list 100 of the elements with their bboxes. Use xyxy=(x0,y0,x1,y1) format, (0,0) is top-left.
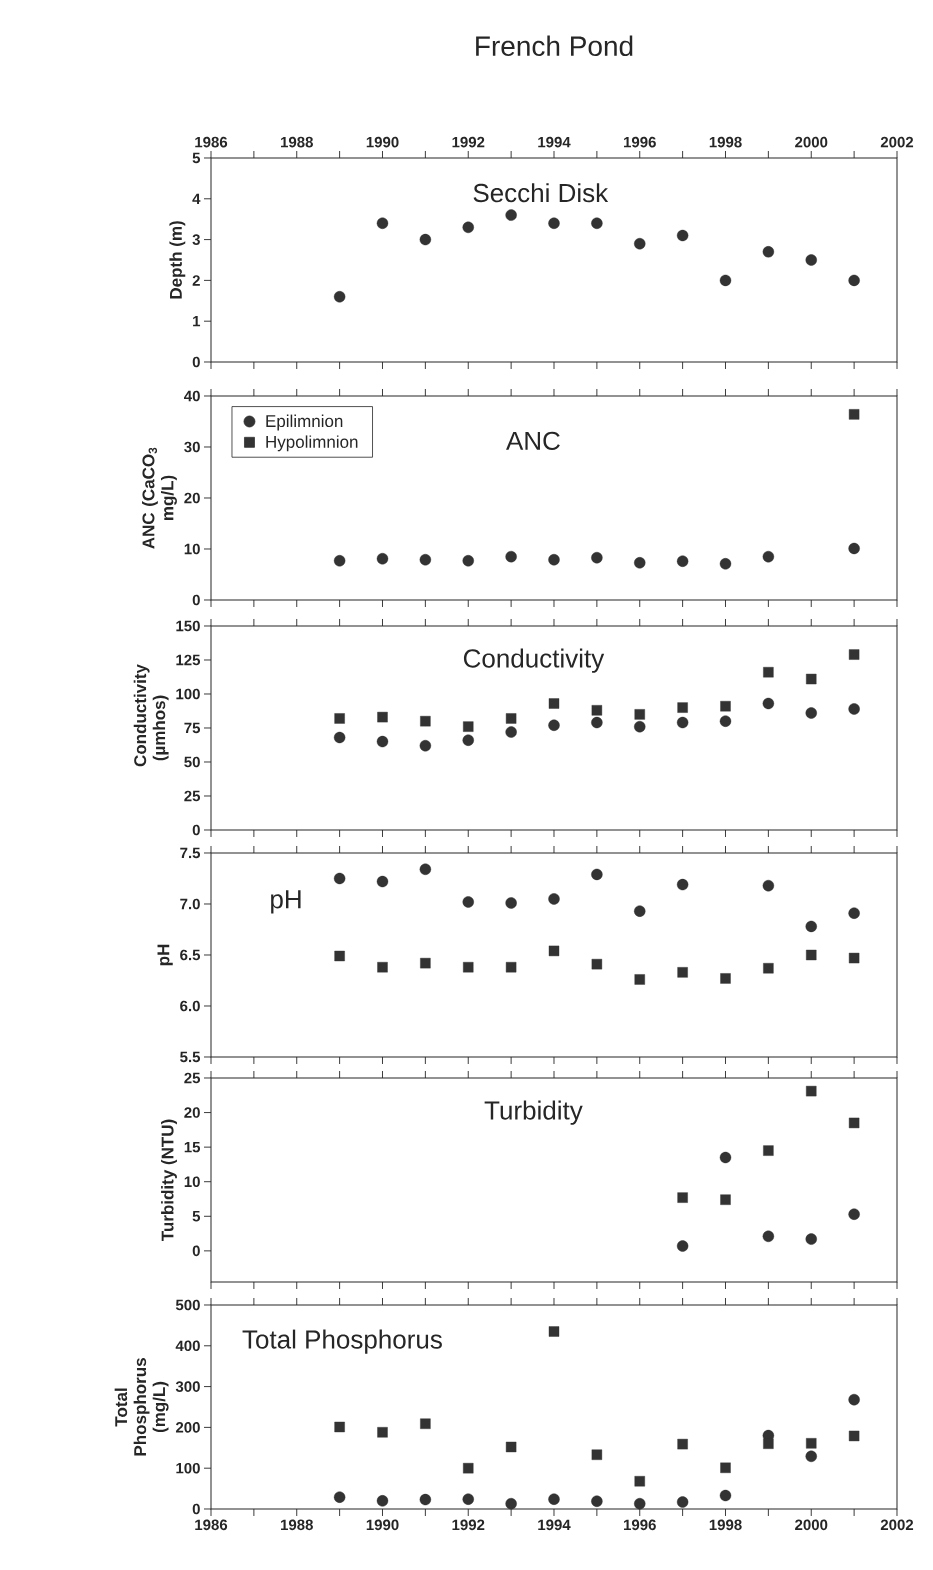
x-tick-label: 1994 xyxy=(538,136,571,148)
point xyxy=(763,1438,774,1449)
point xyxy=(548,554,560,566)
point xyxy=(376,1495,389,1507)
point xyxy=(505,897,517,909)
point xyxy=(848,274,860,287)
point xyxy=(505,713,517,724)
point xyxy=(634,237,646,250)
x-tick-label: 1996 xyxy=(624,136,656,148)
point xyxy=(505,726,517,738)
x-tick-label: 1992 xyxy=(452,136,485,148)
y-tick-label: 10 xyxy=(184,543,200,555)
point xyxy=(720,1194,731,1205)
y-tick-label: 75 xyxy=(184,722,201,734)
point xyxy=(463,721,474,732)
y-tick-label: 5 xyxy=(192,1211,201,1222)
point xyxy=(462,1493,474,1505)
x-tick-label: 1986 xyxy=(195,136,228,148)
point xyxy=(848,542,860,555)
point xyxy=(462,555,474,567)
y-tick-label: 1 xyxy=(193,316,201,327)
point xyxy=(848,1393,860,1406)
point xyxy=(805,707,817,719)
point xyxy=(419,554,432,566)
point xyxy=(548,217,560,229)
point xyxy=(719,1151,732,1164)
point xyxy=(591,958,603,970)
y-tick-label: 30 xyxy=(184,441,200,453)
point xyxy=(634,720,646,733)
point xyxy=(463,1462,474,1474)
point xyxy=(548,945,560,957)
point xyxy=(462,221,474,234)
point xyxy=(505,1497,517,1510)
y-tick-label: 4 xyxy=(192,193,201,204)
legend-label: Hypolimnion xyxy=(266,435,358,452)
point xyxy=(591,1449,603,1460)
y-tick-label: 6.0 xyxy=(180,1000,200,1012)
point xyxy=(762,697,775,710)
y-axis-title: Total Phosphorus (mg/L) xyxy=(114,1358,169,1456)
point xyxy=(806,1438,817,1449)
y-tick-label: 5 xyxy=(192,152,201,164)
y-tick-label: 3 xyxy=(192,234,200,245)
point xyxy=(763,667,774,678)
point xyxy=(505,550,517,563)
point xyxy=(848,952,860,964)
x-tick-label: 1994 xyxy=(538,1519,571,1531)
point xyxy=(634,1476,645,1487)
point xyxy=(762,879,775,892)
point xyxy=(763,963,774,974)
point xyxy=(848,1208,860,1220)
point xyxy=(848,409,860,420)
point xyxy=(505,209,517,221)
point xyxy=(805,254,817,266)
point xyxy=(719,1489,732,1502)
point xyxy=(591,217,603,229)
point xyxy=(334,713,345,724)
point xyxy=(720,973,731,984)
point xyxy=(505,962,517,973)
text: pH xyxy=(271,890,301,914)
point xyxy=(719,558,732,570)
y-tick-label: 0 xyxy=(192,824,200,836)
point xyxy=(634,905,646,917)
x-tick-label: 1986 xyxy=(195,1519,228,1531)
point xyxy=(333,1491,346,1503)
y-axis-title: Turbidity (NTU) xyxy=(161,1119,177,1242)
y-axis-title: Depth (m) xyxy=(169,221,186,299)
point xyxy=(763,1145,774,1156)
text: Total Phosphorus xyxy=(242,1329,442,1354)
point xyxy=(462,734,474,746)
point xyxy=(591,551,603,564)
point xyxy=(591,716,603,729)
text: Conductivity xyxy=(463,648,605,673)
x-tick-label: 1990 xyxy=(366,136,399,148)
y-tick-label: 40 xyxy=(184,390,200,402)
point xyxy=(548,719,560,731)
y-tick-label: 10 xyxy=(184,1176,200,1188)
point xyxy=(419,739,432,752)
point xyxy=(376,552,389,565)
y-tick-label: 0 xyxy=(192,1245,200,1257)
point xyxy=(334,950,345,962)
point xyxy=(676,1496,689,1508)
point xyxy=(420,1418,431,1429)
point xyxy=(805,1233,817,1245)
point xyxy=(548,698,560,709)
point xyxy=(806,673,817,685)
x-tick-label: 1996 xyxy=(624,1519,656,1531)
point xyxy=(719,715,732,727)
x-tick-label: 1998 xyxy=(709,136,742,148)
y-tick-label: 15 xyxy=(184,1141,201,1153)
point xyxy=(634,974,645,985)
text: French Pond xyxy=(476,35,633,57)
point xyxy=(762,246,775,258)
point xyxy=(676,878,689,891)
y-tick-label: 200 xyxy=(175,1422,200,1433)
y-tick-label: 6.5 xyxy=(180,949,201,961)
y-tick-label: 7.0 xyxy=(180,898,200,910)
point xyxy=(376,217,389,229)
text: ANC (CaCO$_{3}$ mg/L) xyxy=(142,447,177,549)
point xyxy=(334,1421,345,1433)
y-tick-label: 100 xyxy=(176,688,200,700)
